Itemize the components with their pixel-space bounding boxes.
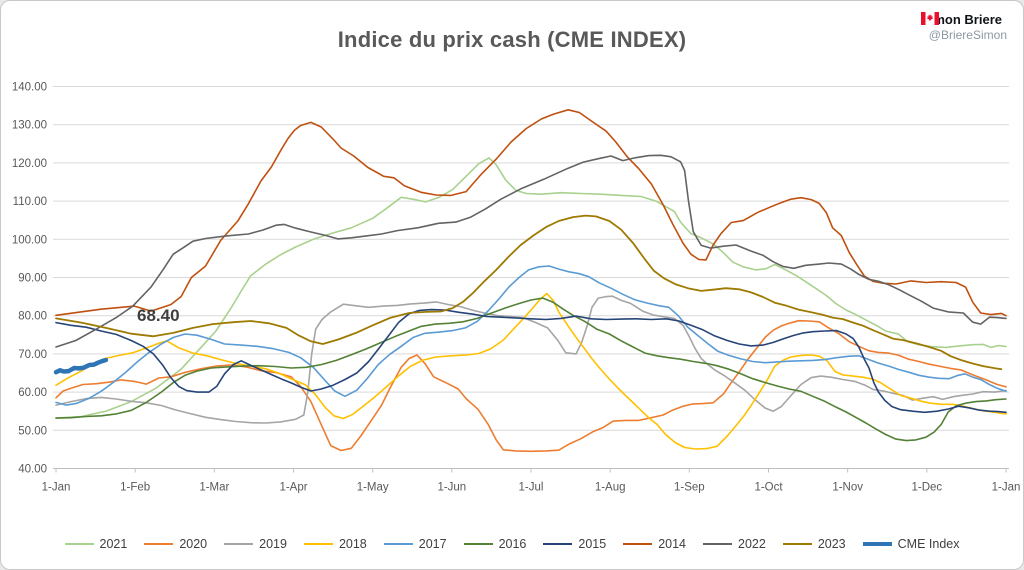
legend-item-2019: 2019 <box>224 537 287 551</box>
legend-swatch <box>64 543 94 545</box>
legend-item-2021: 2021 <box>64 537 128 551</box>
y-tick-label: 80.00 <box>18 311 47 323</box>
legend-label: 2021 <box>99 537 128 551</box>
legend-item-2017: 2017 <box>383 537 447 551</box>
legend-swatch <box>463 543 493 545</box>
y-tick-label: 100.00 <box>12 234 47 246</box>
legend-label: 2022 <box>738 537 766 551</box>
series-line-2019 <box>55 295 1007 424</box>
legend-label: CME Index <box>897 537 960 551</box>
y-tick-label: 110.00 <box>13 196 47 208</box>
legend-label: 2019 <box>259 537 287 551</box>
legend-swatch <box>224 543 254 545</box>
series-line-cme-index <box>53 357 109 375</box>
x-tick-label: 1-Apr <box>279 482 307 494</box>
legend-item-2022: 2022 <box>703 537 766 551</box>
series-line-2014 <box>55 109 1007 317</box>
x-tick-label: 1-Oct <box>754 482 783 494</box>
legend-item-2014: 2014 <box>623 537 686 551</box>
legend-item-2018: 2018 <box>303 537 367 551</box>
legend-label: 2018 <box>338 537 367 551</box>
x-tick-label: 1-May <box>357 482 389 494</box>
chart-title: Indice du prix cash (CME INDEX) <box>337 27 687 52</box>
x-tick-label: 1-Jun <box>437 482 466 494</box>
x-tick-label: 1-Jan <box>42 482 71 494</box>
legend-swatch <box>782 543 812 545</box>
legend-swatch <box>303 543 333 545</box>
legend-label: 2014 <box>658 537 687 551</box>
legend-label: 2023 <box>817 537 846 551</box>
legend-item-2023: 2023 <box>782 537 846 551</box>
series-line-2017 <box>55 265 1007 406</box>
x-tick-label: 1-Mar <box>199 482 229 494</box>
x-tick-label: 1-Dec <box>911 482 942 494</box>
author-name-text: Simon Briere <box>921 12 1002 27</box>
series-line-2015 <box>55 308 1007 414</box>
y-tick-label: 140.00 <box>12 82 47 94</box>
series-line-2022 <box>55 154 1007 348</box>
y-tick-label: 40.00 <box>18 464 47 476</box>
y-tick-label: 90.00 <box>18 273 47 285</box>
legend-swatch <box>703 543 733 545</box>
x-tick-label: 1-Jul <box>519 482 544 494</box>
series-line-2020 <box>55 319 1007 453</box>
legend-swatch <box>862 542 892 546</box>
legend-label: 2015 <box>578 537 607 551</box>
author-handle: @BriereSimon <box>928 28 1007 43</box>
x-tick-label: 1-Jan <box>992 482 1021 494</box>
y-tick-label: 50.00 <box>18 425 47 437</box>
legend-label: 2016 <box>498 537 527 551</box>
chart-legend: 2021 2020 2019 2018 2017 2016 2015 2014 2022 2023… <box>1 537 1023 551</box>
legend-item-2020: 2020 <box>144 537 207 551</box>
series-line-2023 <box>55 214 1003 371</box>
author-attribution: Simon Briere @BriereSimon <box>921 12 1007 43</box>
y-tick-label: 130.00 <box>12 120 47 132</box>
y-tick-label: 70.00 <box>18 349 47 361</box>
y-tick-label: 120.00 <box>12 158 47 170</box>
legend-label: 2017 <box>418 537 447 551</box>
x-tick-label: 1-Nov <box>832 482 863 494</box>
cme-index-value-annotation: 68.40 <box>137 306 180 325</box>
x-tick-label: 1-Aug <box>595 482 626 494</box>
legend-item-2016: 2016 <box>463 537 527 551</box>
legend-swatch <box>144 543 174 545</box>
x-tick-label: 1-Sep <box>674 482 705 494</box>
legend-swatch <box>383 543 413 545</box>
author-name: Simon Briere <box>921 12 1007 28</box>
x-tick-label: 1-Feb <box>120 482 150 494</box>
legend-label: 2020 <box>179 537 208 551</box>
legend-swatch <box>623 543 653 545</box>
series-line-2021 <box>55 157 1007 419</box>
legend-swatch <box>543 543 573 545</box>
legend-item-cme-index: CME Index <box>862 537 960 551</box>
y-tick-label: 60.00 <box>18 387 47 399</box>
legend-item-2015: 2015 <box>543 537 606 551</box>
series-line-2016 <box>55 297 1007 442</box>
